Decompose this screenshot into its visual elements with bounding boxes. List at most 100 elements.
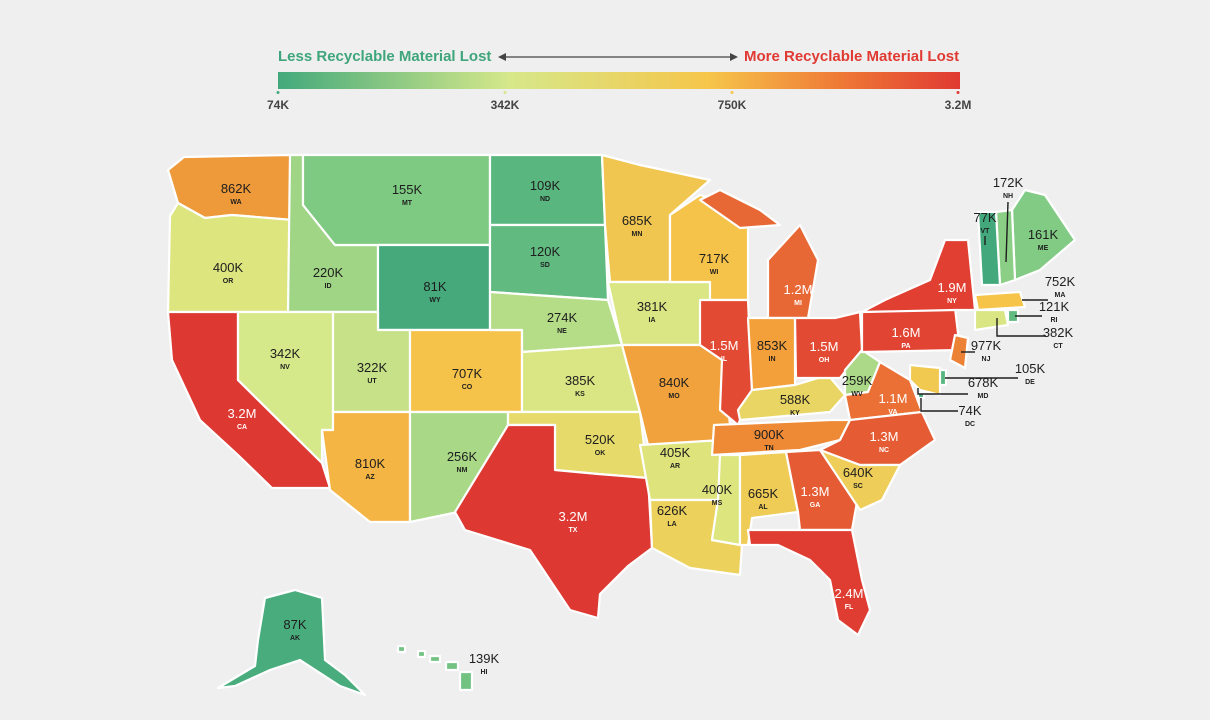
state-abbr-label-de: DE (1025, 379, 1035, 386)
state-abbr-label-pa: PA (901, 343, 910, 350)
state-ct (973, 308, 1010, 332)
state-value-label-id: 220K (313, 265, 344, 280)
state-value-label-ct: 382K (1043, 325, 1074, 340)
state-fl (746, 528, 872, 637)
state-abbr-label-tx: TX (569, 527, 578, 534)
state-value-label-ne: 274K (547, 310, 578, 325)
state-abbr-label-ct: CT (1053, 343, 1063, 350)
state-hi (396, 644, 474, 692)
state-abbr-label-ok: OK (595, 450, 606, 457)
legend-tick-dot (503, 91, 507, 94)
state-vt (976, 210, 1002, 287)
state-abbr-label-in: IN (769, 356, 776, 363)
state-mt (301, 153, 492, 247)
state-md (908, 363, 942, 397)
state-value-label-nj: 977K (971, 338, 1002, 353)
legend-tick-dot (956, 91, 960, 94)
state-abbr-label-or: OR (223, 278, 234, 285)
state-value-label-ok: 520K (585, 432, 616, 447)
legend-tick-dot (276, 91, 280, 94)
state-value-label-me: 161K (1028, 227, 1059, 242)
state-ny (860, 238, 977, 314)
state-value-label-va: 1.1M (879, 391, 908, 406)
state-value-label-co: 707K (452, 366, 483, 381)
state-value-label-ny: 1.9M (938, 280, 967, 295)
state-value-label-ri: 121K (1039, 299, 1070, 314)
state-value-label-vt: 77K (973, 210, 996, 225)
state-value-label-il: 1.5M (710, 338, 739, 353)
state-abbr-label-nh: NH (1003, 193, 1013, 200)
state-value-label-oh: 1.5M (810, 339, 839, 354)
state-ms (710, 453, 742, 547)
legend-color-scale (278, 72, 960, 89)
legend-tick-label: 3.2M (944, 98, 972, 112)
state-abbr-label-fl: FL (845, 604, 854, 611)
state-abbr-label-ky: KY (790, 410, 800, 417)
state-abbr-label-ks: KS (575, 391, 585, 398)
state-value-label-ia: 381K (637, 299, 668, 314)
state-value-label-wy: 81K (423, 279, 446, 294)
state-value-label-ms: 400K (702, 482, 733, 497)
state-abbr-label-ne: NE (557, 328, 567, 335)
state-value-label-de: 105K (1015, 361, 1046, 376)
legend-low-label: Less Recyclable Material Lost (278, 48, 492, 65)
state-abbr-label-dc: DC (965, 421, 975, 428)
state-value-label-nm: 256K (447, 449, 478, 464)
state-value-label-ky: 588K (780, 392, 811, 407)
state-value-label-ks: 385K (565, 373, 596, 388)
state-abbr-label-al: AL (758, 504, 768, 511)
state-abbr-label-ri: RI (1051, 317, 1058, 324)
state-abbr-label-nj: NJ (982, 356, 991, 363)
state-abbr-label-la: LA (667, 521, 676, 528)
state-abbr-label-mi: MI (794, 300, 802, 307)
state-abbr-label-ca: CA (237, 424, 247, 431)
state-abbr-label-az: AZ (365, 474, 375, 481)
state-value-label-tx: 3.2M (559, 509, 588, 524)
state-abbr-label-va: VA (888, 409, 897, 416)
legend-tick-dot (730, 91, 734, 94)
state-abbr-label-wi: WI (710, 269, 719, 276)
state-il (698, 298, 754, 427)
state-value-label-mi: 1.2M (784, 282, 813, 297)
state-value-label-sc: 640K (843, 465, 874, 480)
state-value-label-dc: 74K (958, 403, 981, 418)
state-nj (948, 333, 970, 370)
state-value-label-fl: 2.4M (835, 586, 864, 601)
state-abbr-label-hi: HI (481, 669, 488, 676)
state-abbr-label-ma: MA (1055, 292, 1066, 299)
legend-double-arrow-icon (498, 53, 738, 61)
state-value-label-pa: 1.6M (892, 325, 921, 340)
state-value-label-in: 853K (757, 338, 788, 353)
state-abbr-label-ar: AR (670, 463, 680, 470)
state-tx (453, 423, 654, 620)
state-value-label-ar: 405K (660, 445, 691, 460)
state-abbr-label-md: MD (978, 393, 989, 400)
state-value-label-sd: 120K (530, 244, 561, 259)
legend-tick-label: 74K (266, 98, 290, 112)
state-abbr-label-mn: MN (632, 231, 643, 238)
state-abbr-label-co: CO (462, 384, 473, 391)
legend-high-label: More Recyclable Material Lost (744, 48, 960, 65)
state-value-label-az: 810K (355, 456, 386, 471)
callout-line-dc (920, 398, 958, 412)
state-abbr-label-nm: NM (457, 467, 468, 474)
state-abbr-label-ny: NY (947, 298, 957, 305)
state-value-label-ga: 1.3M (801, 484, 830, 499)
state-value-label-or: 400K (213, 260, 244, 275)
callout-line-md (917, 388, 968, 395)
state-abbr-label-nc: NC (879, 447, 889, 454)
state-abbr-label-sd: SD (540, 262, 550, 269)
state-value-label-tn: 900K (754, 427, 785, 442)
state-abbr-label-sc: SC (853, 483, 863, 490)
state-value-label-nv: 342K (270, 346, 301, 361)
state-abbr-label-wa: WA (230, 199, 241, 206)
callout-line-nh (1005, 201, 1009, 263)
state-abbr-label-ut: UT (367, 378, 377, 385)
state-value-label-nd: 109K (530, 178, 561, 193)
state-abbr-label-vt: VT (981, 228, 991, 235)
state-value-label-md: 678K (968, 375, 999, 390)
state-value-label-hi: 139K (469, 651, 500, 666)
state-value-label-wa: 862K (221, 181, 252, 196)
